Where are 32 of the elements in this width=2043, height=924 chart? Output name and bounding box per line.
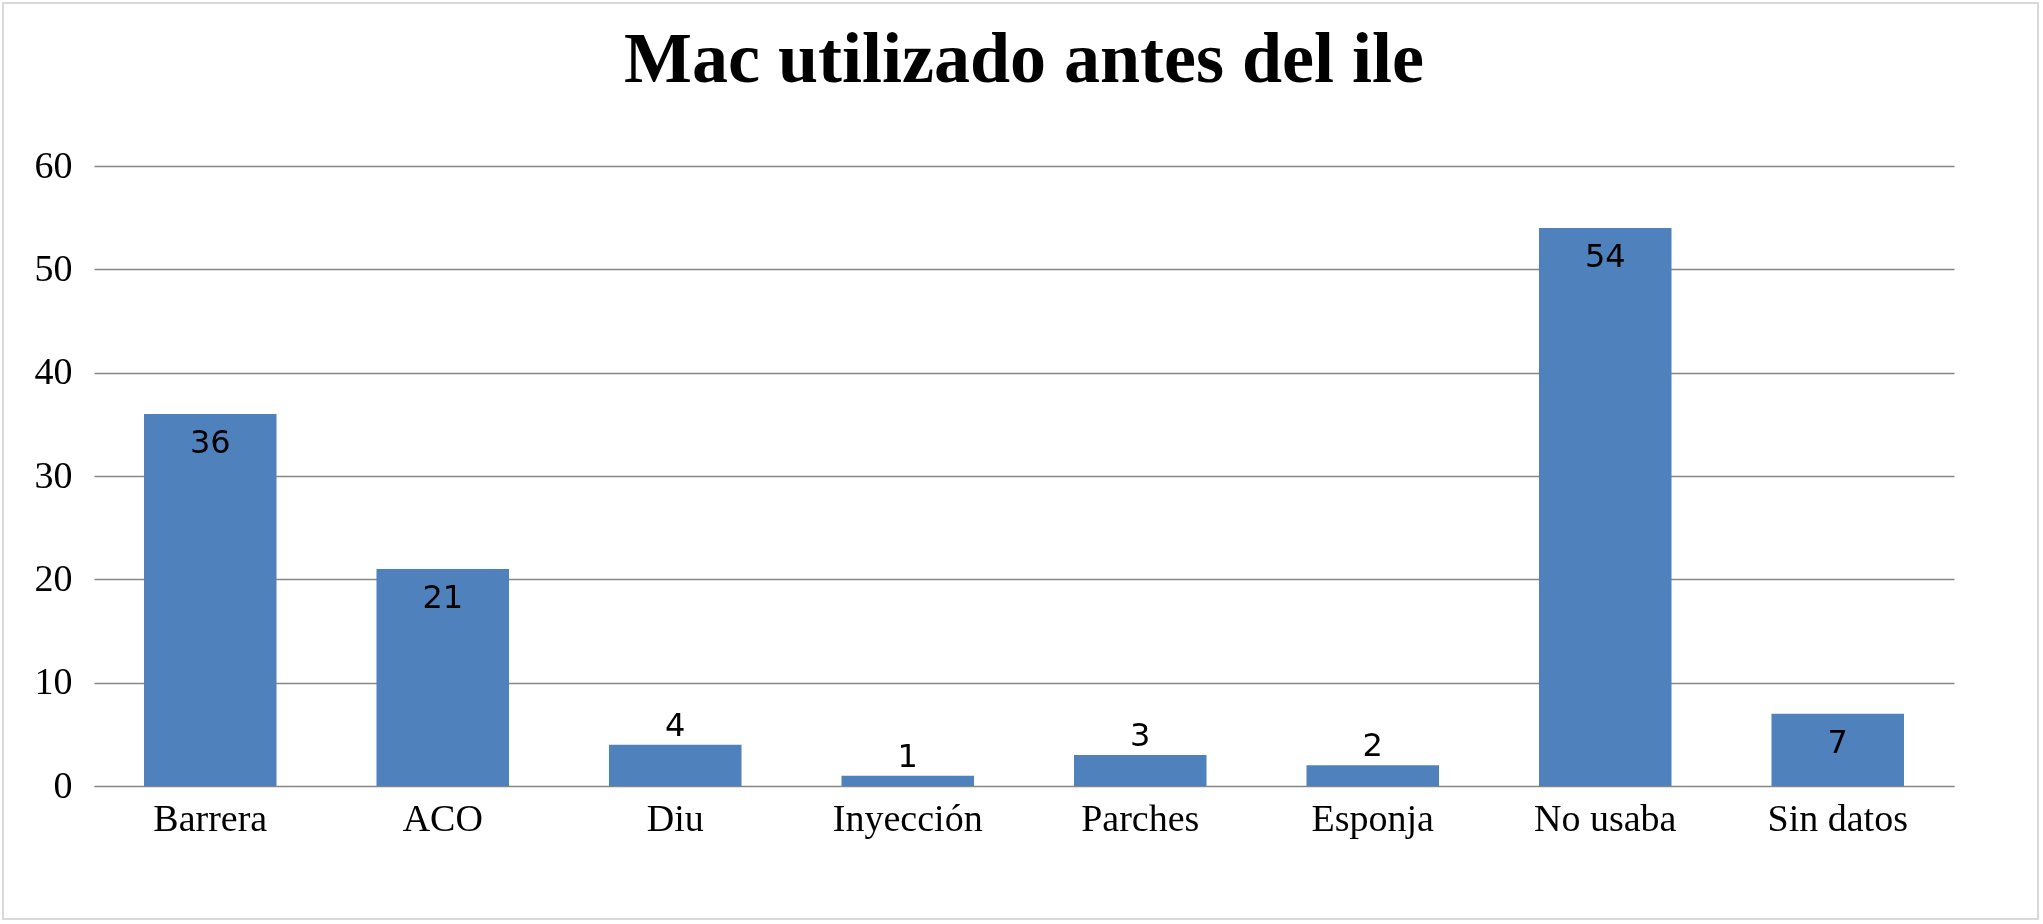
bar [1073, 755, 1207, 786]
y-tick-label: 50 [34, 246, 73, 289]
y-tick-label: 60 [34, 143, 73, 186]
data-label: 36 [189, 423, 231, 461]
x-tick-label: Parches [1081, 796, 1200, 839]
x-tick-label: Barrera [153, 796, 268, 839]
bar [1771, 713, 1905, 786]
bar [1538, 228, 1672, 786]
data-label: 21 [422, 578, 464, 616]
data-label: 54 [1584, 237, 1626, 275]
bar [841, 775, 975, 786]
bar [608, 744, 742, 786]
x-tick-label: Inyección [832, 796, 983, 839]
y-tick-label: 30 [34, 453, 73, 496]
bar [1306, 765, 1440, 786]
y-tick-label: 0 [53, 763, 73, 806]
data-label: 2 [1362, 726, 1383, 765]
y-tick-label: 20 [34, 556, 73, 599]
data-label: 7 [1827, 722, 1848, 761]
data-label: 1 [897, 736, 918, 775]
x-tick-label: ACO [402, 796, 483, 839]
data-label: 4 [665, 705, 686, 744]
chart-title: Mac utilizado antes del ile [624, 18, 1424, 98]
x-tick-label: Diu [646, 796, 704, 839]
bar [143, 414, 277, 786]
bar [376, 569, 510, 786]
x-tick-label: No usaba [1534, 796, 1677, 839]
y-tick-label: 10 [34, 660, 73, 703]
y-tick-label: 40 [34, 350, 73, 393]
x-tick-label: Sin datos [1767, 796, 1908, 839]
data-label: 3 [1130, 716, 1151, 754]
x-tick-label: Esponja [1311, 796, 1435, 839]
